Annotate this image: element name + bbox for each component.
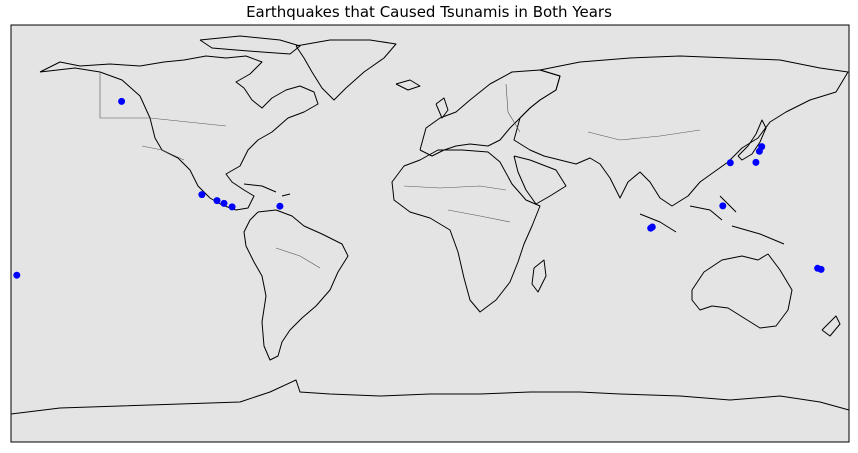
- earthquake-point-10: [726, 159, 734, 167]
- coastline-caribbean: [243, 183, 291, 197]
- coastline-britain: [435, 97, 449, 119]
- coastline-south-america: [243, 209, 349, 361]
- coastline-iceland: [395, 79, 421, 91]
- coastline-arabia: [513, 155, 567, 205]
- coastline-asia: [513, 55, 849, 207]
- earthquake-point-4: [220, 199, 228, 207]
- coastline-north-america: [39, 55, 319, 211]
- coastline-madagascar: [531, 259, 547, 293]
- coastline-sea-islands: [639, 195, 785, 245]
- coastline-antarctica: [10, 379, 850, 415]
- coastline-new-zealand: [821, 315, 841, 337]
- border-china: [587, 129, 701, 141]
- earthquake-point-9: [719, 202, 727, 210]
- earthquake-point-6: [276, 202, 284, 210]
- earthquake-point-0: [13, 271, 21, 279]
- earthquake-point-13: [758, 143, 766, 151]
- coastline-japan: [737, 119, 767, 161]
- earthquake-point-3: [213, 197, 221, 205]
- border-south-america: [275, 247, 321, 269]
- chart-title: Earthquakes that Caused Tsunamis in Both…: [246, 3, 612, 21]
- earthquake-point-15: [817, 265, 825, 273]
- border-us-canada: [99, 72, 227, 127]
- coastline-africa: [391, 149, 541, 313]
- coastlines: [10, 35, 850, 415]
- earthquake-point-8: [648, 223, 656, 231]
- earthquake-point-2: [198, 191, 206, 199]
- coastline-australia: [691, 253, 793, 329]
- border-us-mexico: [141, 145, 185, 161]
- border-africa-sahel: [403, 185, 507, 191]
- country-borders: [99, 72, 701, 269]
- coastline-arctic-islands: [199, 35, 301, 55]
- earthquake-points: [13, 97, 825, 279]
- earthquake-point-11: [752, 158, 760, 166]
- earthquake-point-1: [118, 97, 126, 105]
- border-africa-central: [447, 209, 511, 223]
- map-frame: [10, 24, 850, 443]
- coastline-greenland: [295, 39, 397, 101]
- earthquake-point-5: [228, 203, 236, 211]
- border-europe-russia: [505, 83, 521, 133]
